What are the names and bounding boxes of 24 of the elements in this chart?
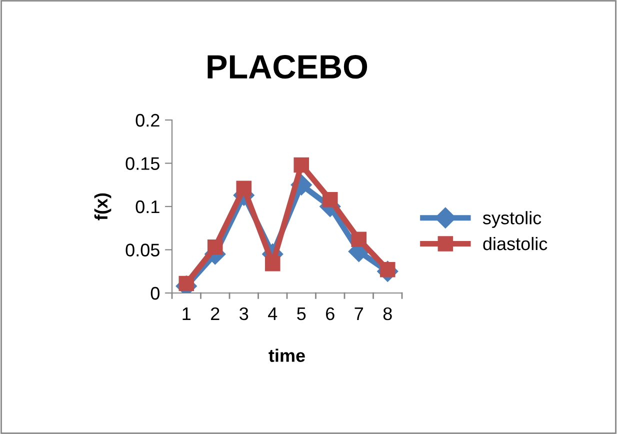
point — [207, 240, 223, 255]
point — [322, 192, 338, 208]
x-tick-label: 6 — [326, 307, 334, 320]
y-tick-label: 0.1 — [136, 200, 160, 214]
y-tick-label: 0.05 — [126, 244, 160, 256]
x-tick-label: 7 — [354, 308, 363, 320]
y-tick-label: 0.15 — [126, 157, 160, 170]
x-tick-label: 3 — [240, 307, 248, 320]
y-tick-label: 0 — [150, 286, 160, 300]
x-tick-label: 1 — [182, 308, 191, 320]
x-tick-label: 8 — [383, 307, 392, 320]
point — [294, 157, 310, 173]
point — [351, 232, 367, 248]
x-tick-label: 2 — [211, 307, 220, 320]
y-tick-label: 0.2 — [136, 114, 160, 127]
point — [264, 256, 280, 272]
x-tick-label: 5 — [297, 308, 306, 320]
legend-label: diastolic — [483, 236, 548, 250]
x-tick-label: 4 — [268, 308, 278, 320]
y-axis-title: f(x) — [94, 193, 112, 220]
x-axis-title: time — [268, 348, 305, 362]
point — [236, 180, 252, 196]
legend-label: systolic — [482, 211, 542, 228]
chart-title: PLACEBO — [208, 55, 368, 79]
